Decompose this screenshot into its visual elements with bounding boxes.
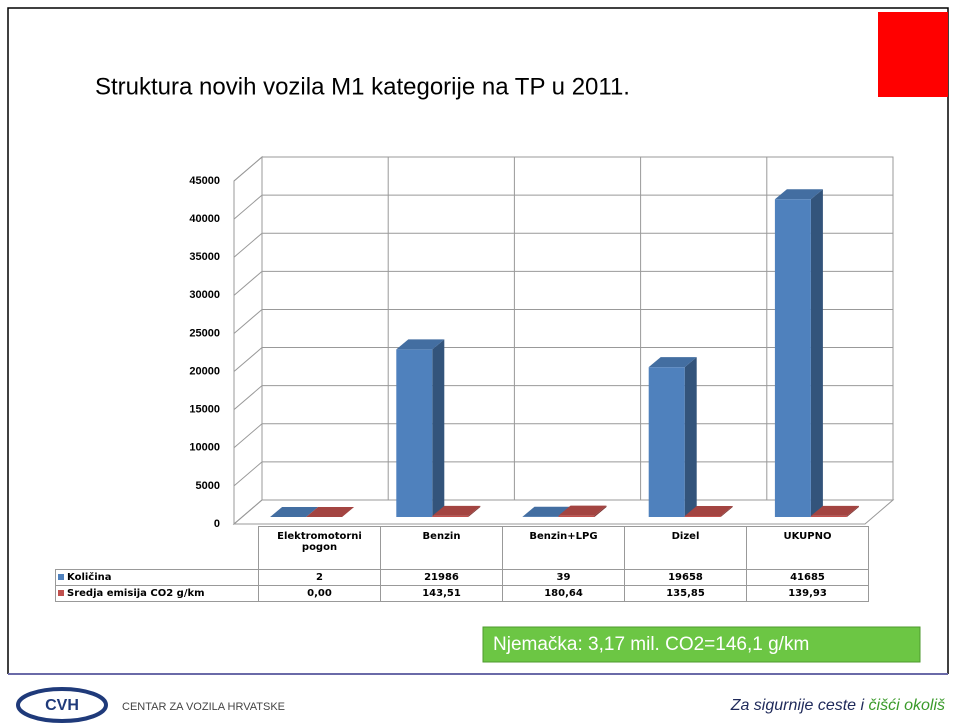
bar-front [648, 367, 685, 517]
value-label: 135,85 [624, 585, 747, 602]
bar-top [396, 339, 445, 350]
value-label: 41685 [746, 569, 869, 586]
side-wall [233, 155, 263, 526]
bar-side [684, 357, 697, 517]
category-label: Dizel [624, 526, 747, 570]
bar [558, 505, 607, 517]
grid-line [233, 308, 893, 334]
slide-border [7, 7, 949, 674]
slogan: Za sigurnije ceste i čišći okoliš [730, 697, 945, 714]
chart-title: Struktura novih vozila M1 kategorije na … [95, 73, 630, 100]
bar-top [270, 506, 319, 517]
category-label: Benzin+LPG [502, 526, 625, 570]
y-tick-label: 0 [214, 518, 220, 530]
bar-top [810, 505, 859, 516]
red-square [878, 12, 948, 97]
grid-line [233, 156, 893, 182]
logo [16, 687, 108, 723]
plot: 0 5000 10000 15000 20000 25000 30000 35000 40000… [189, 155, 895, 530]
legend-swatch [58, 590, 64, 596]
value-label: 180,64 [502, 585, 625, 602]
bar-side [468, 505, 481, 517]
y-tick-label: 45000 [189, 175, 220, 187]
bar [774, 189, 823, 517]
bar [810, 505, 859, 517]
value-label: 0,00 [258, 585, 381, 602]
bar-top [558, 505, 607, 516]
value-label: 39 [502, 569, 625, 586]
series-name: Sredja emisija CO2 g/km [67, 588, 205, 599]
bar-side [594, 505, 607, 517]
category-label: Elektromotorni pogon [258, 526, 381, 570]
slogan-part: čišći okoliš [869, 697, 945, 714]
legend-entry: Količina [55, 569, 259, 586]
bar [396, 339, 445, 517]
grid-line [233, 232, 893, 258]
bar [306, 507, 355, 517]
bar-top [522, 506, 571, 517]
value-label: 19658 [624, 569, 747, 586]
bar-top [774, 189, 823, 200]
y-tick-label: 5000 [196, 480, 220, 492]
table-row: Količina 2 21986 39 19658 41685 [55, 569, 869, 586]
data-table: Elektromotorni pogon Benzin Benzin+LPG Dize… [55, 526, 869, 602]
y-tick-label: 10000 [189, 442, 220, 454]
value-label: 139,93 [746, 585, 869, 602]
bar-front [432, 515, 469, 517]
bar-side [720, 505, 733, 517]
legend-swatch [58, 574, 64, 580]
series-name: Količina [67, 572, 112, 583]
y-tick-label: 20000 [189, 365, 220, 377]
bar-front [558, 515, 595, 517]
bar-front [396, 349, 433, 517]
grid-line [233, 347, 893, 372]
bar-top [684, 505, 733, 516]
bar [648, 357, 697, 517]
bar-side [306, 506, 319, 517]
bar [270, 506, 319, 517]
slogan-part: Za sigurnije ceste i [730, 697, 869, 714]
value-label: 143,51 [380, 585, 503, 602]
value-label: 21986 [380, 569, 503, 586]
grid-line [233, 270, 893, 296]
grid-line [233, 194, 893, 220]
logo-text: CVH [45, 697, 79, 714]
bar-top [648, 357, 697, 368]
bar-front [774, 199, 811, 517]
bar [432, 505, 481, 517]
y-tick-label: 35000 [189, 251, 220, 263]
table-header: Elektromotorni pogon Benzin Benzin+LPG Dize… [55, 526, 869, 570]
value-label: 2 [258, 569, 381, 586]
annotation: Njemačka: 3,17 mil. CO2=146,1 g/km [493, 634, 809, 655]
y-tick-label: 25000 [189, 327, 220, 339]
bar-side [846, 505, 859, 517]
bar-top [306, 507, 355, 517]
y-tick-label: 40000 [189, 213, 220, 225]
category-label: Benzin [380, 526, 503, 570]
bar-front [810, 515, 847, 517]
legend-entry: Sredja emisija CO2 g/km [55, 585, 259, 602]
table-row: Sredja emisija CO2 g/km 0,00 143,51 180,64 1… [55, 585, 869, 602]
category-label: UKUPNO [746, 526, 869, 570]
bar-side [810, 189, 823, 517]
bar-front [684, 515, 721, 517]
bar-top [432, 505, 481, 516]
organization: CENTAR ZA VOZILA HRVATSKE [122, 701, 285, 713]
blank-cell [55, 526, 259, 570]
annotation-box [482, 626, 921, 663]
bar [684, 505, 733, 517]
y-tick-label: 15000 [189, 404, 220, 416]
y-tick-label: 30000 [189, 289, 220, 301]
bar-side [432, 339, 445, 517]
